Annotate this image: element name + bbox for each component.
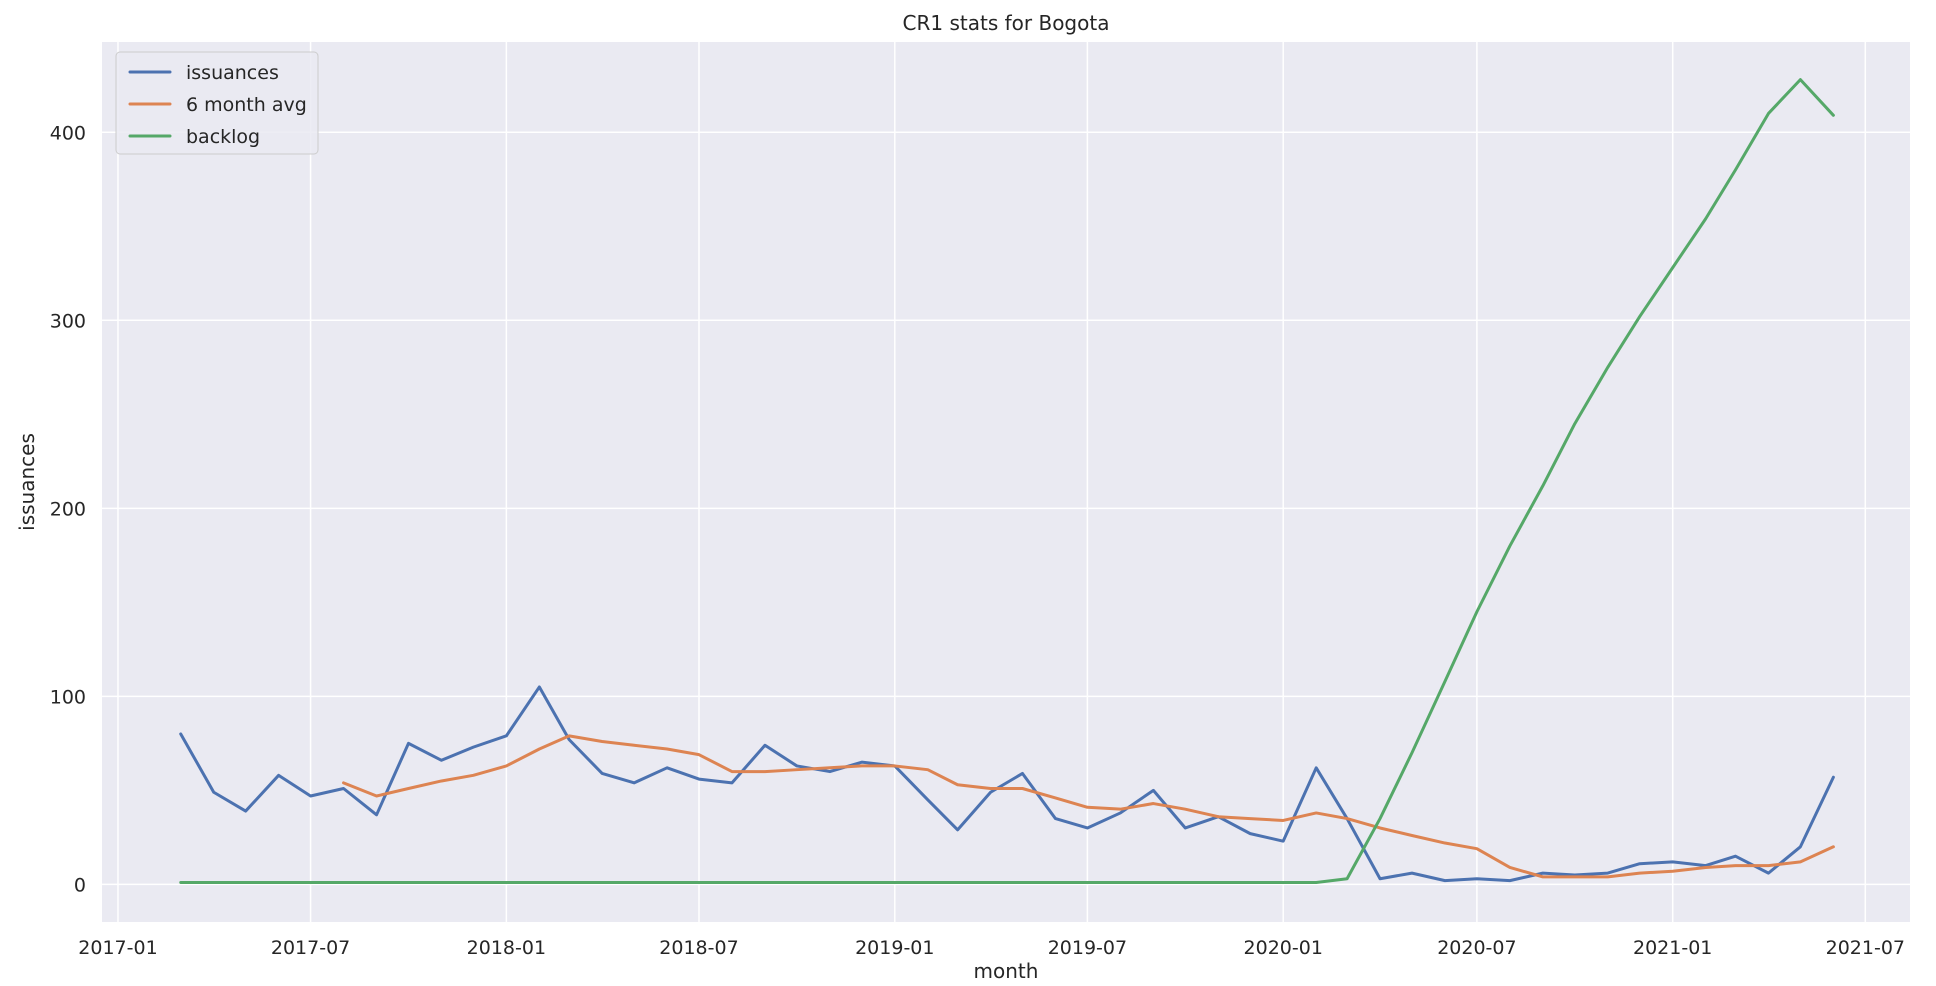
- y-tick-label: 100: [50, 686, 86, 708]
- legend-label-issuances: issuances: [186, 62, 279, 84]
- y-axis-ticks: 0 100 200 300 400: [50, 122, 86, 896]
- grid: [102, 42, 1910, 922]
- chart-title: CR1 stats for Bogota: [903, 11, 1110, 35]
- legend-box: [115, 51, 319, 155]
- x-tick-label: 2018-07: [659, 937, 738, 959]
- x-tick-label: 2021-07: [1826, 937, 1905, 959]
- x-tick-label: 2020-01: [1244, 937, 1323, 959]
- x-tick-label: 2018-01: [467, 937, 546, 959]
- series-layer: [179, 78, 1835, 885]
- y-tick-label: 0: [74, 874, 86, 896]
- x-tick-label: 2020-07: [1437, 937, 1516, 959]
- x-tick-label: 2019-01: [855, 937, 934, 959]
- y-axis-label: issuances: [15, 433, 39, 531]
- legend: issuances 6 month avg backlog: [115, 51, 319, 155]
- x-tick-label: 2019-07: [1048, 937, 1127, 959]
- y-tick-label: 200: [50, 498, 86, 520]
- plot-area: [102, 42, 1910, 922]
- legend-label-6-month-avg: 6 month avg: [186, 94, 307, 116]
- legend-label-backlog: backlog: [186, 126, 260, 148]
- series-line-6-month-avg: [342, 734, 1835, 879]
- y-tick-label: 300: [50, 310, 86, 332]
- legend-items: issuances 6 month avg backlog: [128, 62, 307, 148]
- x-axis-ticks: 2017-01 2017-07 2018-01 2018-07 2019-01 2019-…: [78, 937, 1905, 959]
- x-axis-label: month: [974, 959, 1039, 983]
- series-line-issuances: [179, 685, 1835, 883]
- y-tick-label: 400: [50, 122, 86, 144]
- series-line-backlog: [179, 78, 1835, 885]
- x-tick-label: 2017-07: [271, 937, 350, 959]
- x-tick-label: 2021-01: [1633, 937, 1712, 959]
- x-tick-label: 2017-01: [78, 937, 157, 959]
